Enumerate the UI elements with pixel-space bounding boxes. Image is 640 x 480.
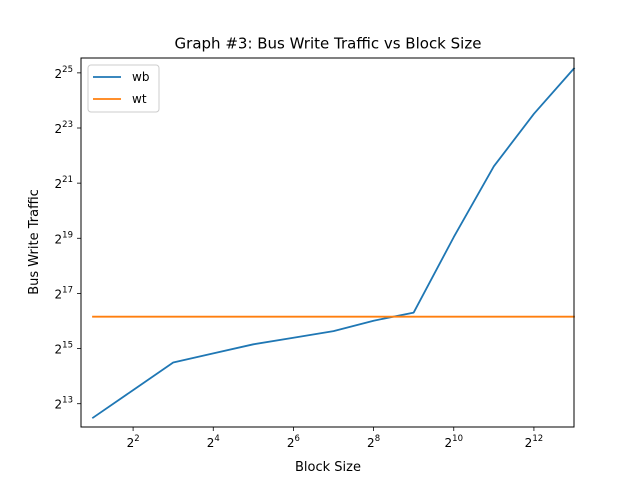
- y-tick-exponent: 15: [62, 341, 73, 351]
- series-layer: [91, 67, 576, 419]
- y-tick-base: 2: [55, 177, 63, 191]
- y-tick-exponent: 13: [62, 396, 73, 406]
- x-tick-exponent: 2: [134, 434, 139, 444]
- legend-label-wt: wt: [132, 92, 147, 106]
- chart-title: Graph #3: Bus Write Traffic vs Block Siz…: [175, 35, 482, 53]
- x-tick-base: 2: [525, 436, 533, 450]
- y-tick-base: 2: [55, 287, 63, 301]
- y-tick-exponent: 23: [62, 120, 73, 130]
- x-tick-label: 28: [367, 434, 380, 450]
- y-tick-label: 221: [55, 175, 73, 191]
- x-tick-base: 2: [445, 436, 453, 450]
- x-tick-label: 212: [525, 434, 543, 450]
- x-tick-exponent: 6: [295, 434, 300, 444]
- y-tick-exponent: 25: [62, 65, 73, 75]
- y-tick-label: 223: [55, 120, 73, 136]
- x-tick-exponent: 10: [452, 434, 463, 444]
- legend: wb wt: [87, 64, 160, 113]
- x-axis: 22 24 26 28 210 212: [127, 427, 543, 450]
- y-tick-label: 215: [55, 341, 73, 357]
- x-tick-exponent: 8: [375, 434, 380, 444]
- x-tick-base: 2: [367, 436, 375, 450]
- y-tick-base: 2: [55, 343, 63, 357]
- y-tick-label: 217: [55, 285, 73, 301]
- y-tick-label: 225: [55, 65, 73, 81]
- plot-frame: [80, 57, 575, 428]
- x-tick-base: 2: [287, 436, 295, 450]
- x-tick-exponent: 4: [214, 434, 219, 444]
- y-tick-base: 2: [55, 122, 63, 136]
- legend-label-wb: wb: [132, 70, 149, 84]
- y-tick-exponent: 21: [62, 175, 73, 185]
- y-tick-exponent: 19: [62, 230, 73, 240]
- x-tick-label: 26: [287, 434, 300, 450]
- x-tick-base: 2: [207, 436, 215, 450]
- x-tick-label: 24: [207, 434, 220, 450]
- y-tick-base: 2: [55, 67, 63, 81]
- y-tick-base: 2: [55, 398, 63, 412]
- x-tick-label: 210: [445, 434, 463, 450]
- x-tick-base: 2: [127, 436, 135, 450]
- x-axis-label: Block Size: [295, 460, 361, 475]
- y-tick-exponent: 17: [62, 285, 73, 295]
- x-tick-label: 22: [127, 434, 140, 450]
- y-tick-label: 213: [55, 396, 73, 412]
- y-axis-label: Bus Write Traffic: [27, 189, 42, 295]
- y-tick-label: 219: [55, 230, 73, 246]
- y-tick-base: 2: [55, 232, 63, 246]
- series-line-wb: [91, 67, 576, 419]
- x-tick-exponent: 12: [532, 434, 543, 444]
